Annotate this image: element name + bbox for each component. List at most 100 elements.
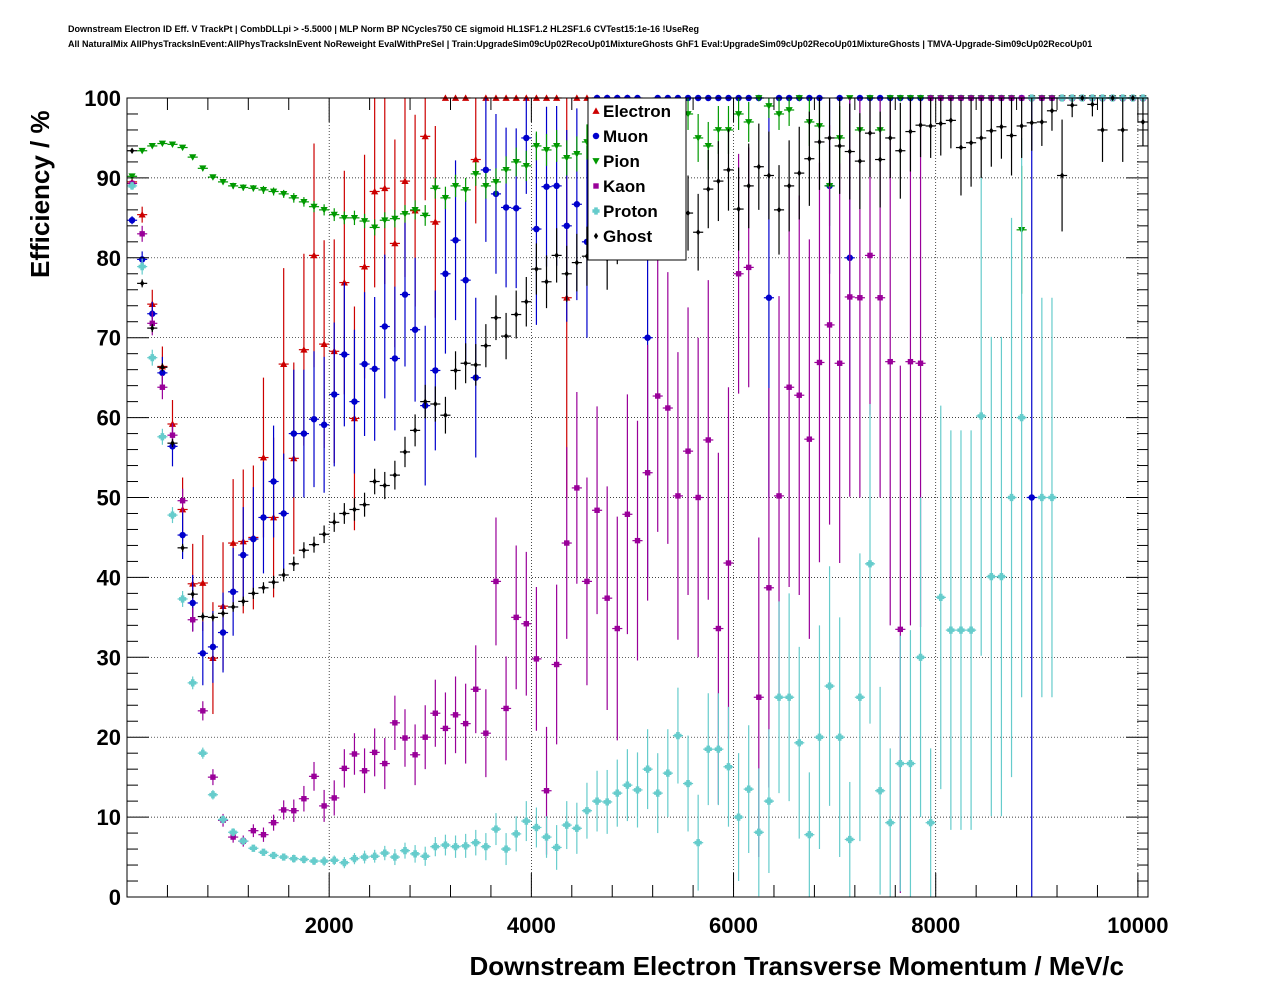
data-point — [815, 733, 824, 741]
data-point — [139, 231, 145, 237]
data-point — [704, 143, 712, 150]
data-point — [149, 320, 155, 327]
data-point — [452, 236, 459, 244]
data-point — [280, 191, 288, 198]
y-tick-label: 90 — [97, 166, 121, 191]
legend-label: Electron — [603, 102, 671, 121]
data-point — [431, 843, 439, 851]
data-point — [694, 839, 702, 847]
data-point — [1019, 122, 1024, 130]
data-point — [563, 155, 571, 162]
data-point — [300, 430, 308, 437]
data-point — [887, 358, 893, 365]
data-point — [230, 603, 236, 611]
data-point — [725, 560, 732, 566]
data-point — [644, 765, 652, 773]
data-point — [330, 391, 338, 398]
data-point — [462, 276, 469, 284]
data-point — [695, 228, 701, 236]
legend-marker — [593, 232, 599, 240]
data-point — [251, 590, 256, 597]
data-point — [138, 211, 146, 218]
data-point — [159, 384, 166, 390]
data-point — [1049, 107, 1055, 115]
data-point — [776, 206, 782, 214]
data-point — [593, 797, 601, 805]
data-point — [330, 856, 338, 864]
data-point — [381, 184, 389, 192]
data-point — [745, 785, 753, 793]
data-point — [332, 519, 337, 526]
data-point — [979, 134, 984, 142]
data-point — [209, 174, 217, 181]
data-point — [352, 506, 357, 513]
legend: Electron Muon Pion Kaon Proton Ghost — [587, 97, 687, 261]
data-point — [716, 177, 721, 185]
data-point — [321, 803, 327, 809]
data-point — [724, 763, 733, 771]
data-point — [371, 365, 378, 373]
data-point — [726, 166, 731, 174]
data-point — [633, 786, 642, 794]
data-point — [512, 830, 520, 838]
data-point — [158, 433, 166, 441]
data-point — [291, 560, 296, 568]
data-point — [888, 134, 893, 142]
data-point — [694, 135, 702, 142]
data-point — [271, 578, 276, 586]
data-point — [391, 853, 399, 861]
data-point — [239, 184, 247, 192]
data-point — [382, 760, 388, 767]
data-point — [847, 148, 852, 155]
data-point — [492, 179, 500, 186]
legend-marker — [592, 207, 600, 215]
data-point — [392, 720, 398, 726]
data-point — [573, 201, 581, 208]
data-point — [259, 848, 268, 856]
data-point — [473, 361, 478, 369]
data-point — [836, 733, 844, 741]
data-point — [473, 686, 479, 692]
data-point — [675, 493, 681, 499]
data-point — [695, 494, 701, 501]
data-point — [816, 359, 823, 366]
data-point — [342, 510, 347, 517]
data-point — [583, 807, 591, 815]
data-point — [249, 185, 257, 192]
data-point — [797, 169, 802, 177]
data-point — [533, 225, 540, 233]
data-point — [320, 206, 328, 214]
data-point — [412, 752, 418, 758]
data-point — [897, 626, 904, 633]
data-point — [685, 209, 691, 217]
data-point — [441, 841, 450, 849]
data-point — [512, 205, 520, 212]
data-point — [514, 311, 519, 318]
data-point — [148, 143, 156, 150]
data-point — [968, 139, 974, 146]
data-point — [230, 834, 236, 840]
data-point — [746, 182, 751, 190]
data-point — [685, 448, 691, 454]
data-point — [826, 322, 833, 328]
data-point — [158, 140, 166, 148]
data-point — [351, 398, 358, 405]
data-point — [128, 173, 136, 180]
data-point — [776, 493, 782, 499]
data-point — [614, 625, 620, 632]
data-point — [300, 346, 308, 353]
data-point — [644, 470, 651, 476]
data-point — [391, 215, 399, 223]
data-point — [372, 478, 377, 485]
data-point — [350, 855, 359, 863]
data-point — [786, 384, 792, 390]
data-point — [421, 132, 429, 140]
data-point — [989, 127, 994, 134]
data-point — [269, 851, 278, 860]
data-point — [513, 614, 519, 621]
data-point — [431, 185, 439, 192]
data-point — [765, 103, 773, 110]
data-point — [898, 147, 903, 154]
data-point — [462, 720, 469, 727]
data-point — [655, 393, 661, 399]
